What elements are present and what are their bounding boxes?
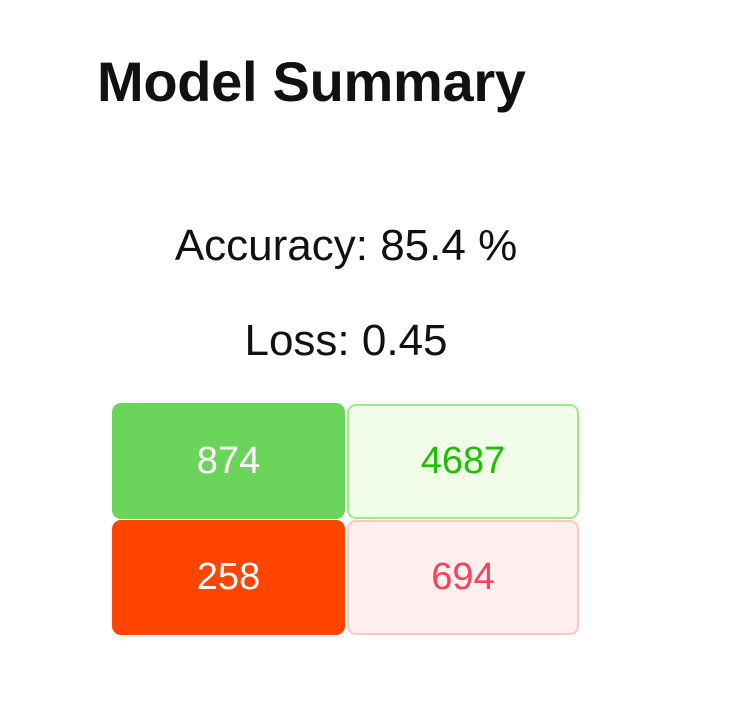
matrix-cell-bottom-right: 694 (347, 520, 579, 635)
matrix-cell-top-right: 4687 (347, 404, 579, 519)
matrix-cell-bottom-left: 258 (112, 520, 345, 635)
matrix-cell-top-left: 874 (112, 403, 345, 519)
loss-metric: Loss: 0.45 (244, 316, 448, 365)
page-title: Model Summary (97, 50, 526, 113)
accuracy-metric: Accuracy: 85.4 % (174, 221, 518, 270)
confusion-matrix: 874 4687 258 694 (112, 403, 579, 635)
